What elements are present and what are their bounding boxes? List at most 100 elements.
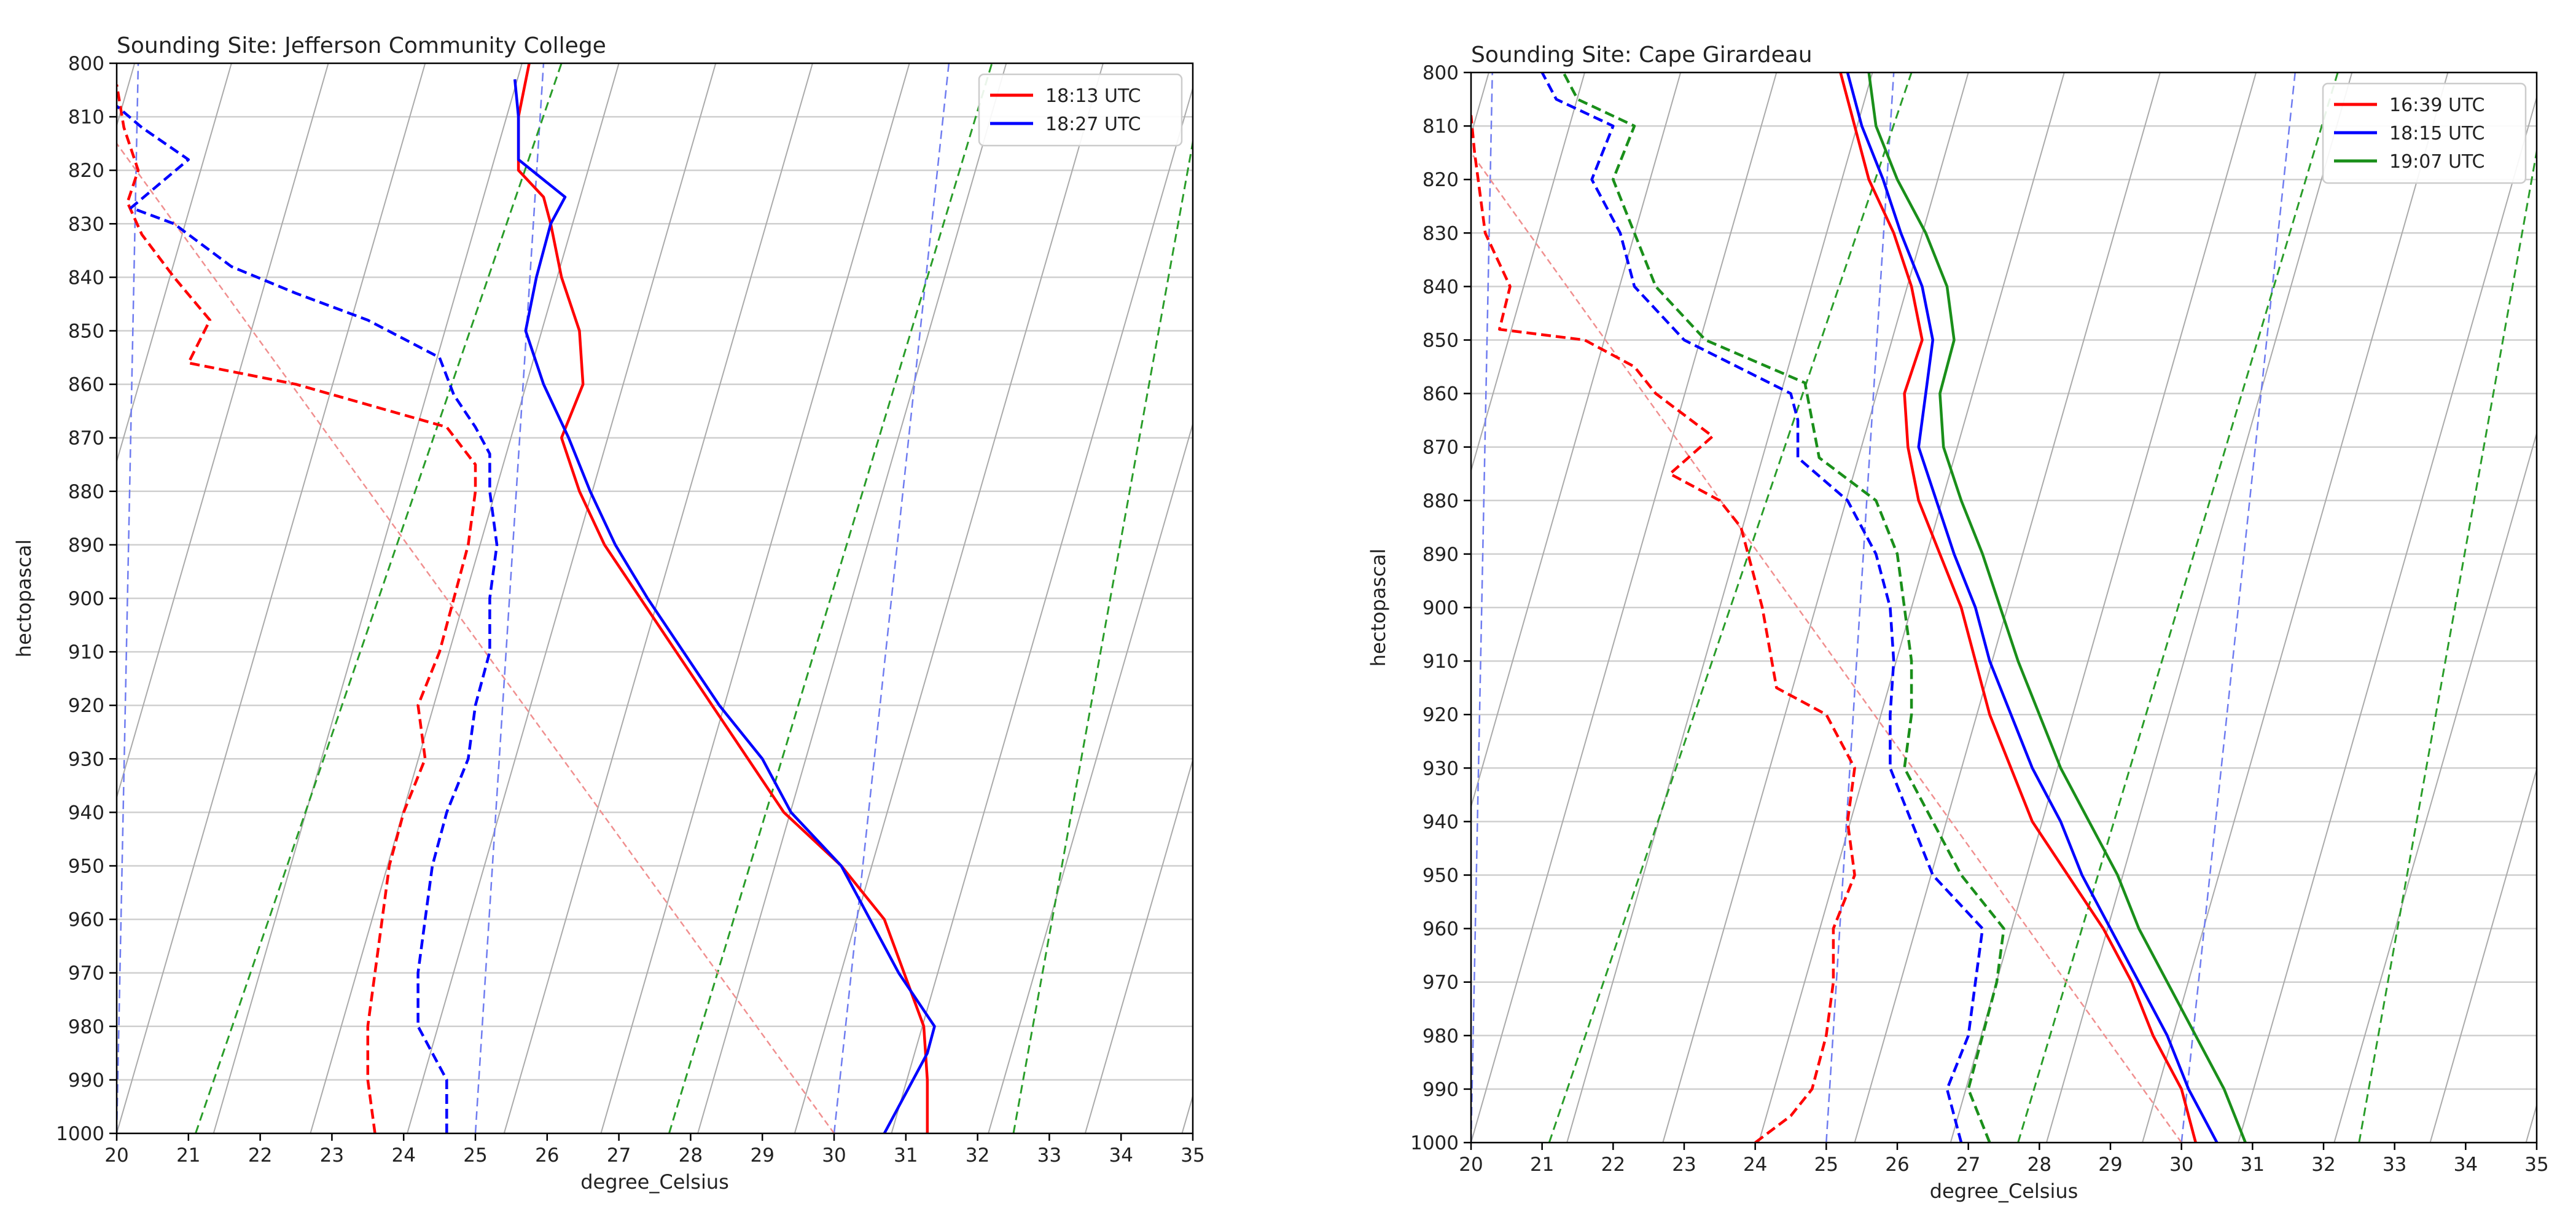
- y-tick-label: 860: [1423, 383, 1459, 405]
- y-tick-label: 800: [1423, 62, 1459, 84]
- legend-label-0: 18:13 UTC: [1045, 85, 1141, 107]
- dry-adiabat-line: [1662, 72, 1969, 1143]
- x-tick-label: 33: [1037, 1144, 1061, 1167]
- y-tick-label: 830: [1423, 222, 1459, 244]
- y-tick-label: 820: [68, 160, 104, 182]
- y-tick-label: 940: [68, 802, 104, 824]
- dry-adiabat-line: [1471, 72, 1682, 809]
- y-tick-label: 930: [1423, 757, 1459, 780]
- y-tick-label: 990: [1423, 1079, 1459, 1101]
- x-tick-label: 28: [2028, 1154, 2051, 1176]
- legend-label-2: 19:07 UTC: [2389, 151, 2484, 173]
- dry-adiabat-line: [407, 63, 717, 1133]
- dry-adiabat-line: [794, 63, 1104, 1133]
- x-tick-label: 29: [2098, 1154, 2122, 1176]
- y-tick-label: 880: [68, 481, 104, 503]
- dry-adiabat-line: [988, 421, 1193, 1133]
- x-tick-label: 27: [607, 1144, 631, 1167]
- dry-adiabat-line: [697, 63, 1007, 1133]
- dry-adiabat-line: [2538, 63, 2576, 1133]
- jefferson-skewt-chart: 20 21 22 23 24 25 26 27 28 29 30 31 32 33 34 35 800 810 82…: [12, 33, 2576, 1194]
- x-tick-label: 31: [894, 1144, 918, 1167]
- dewpoint-profile-0: [1471, 115, 1856, 1143]
- y-tick-label: 850: [1423, 330, 1459, 352]
- temperature-profile-2: [1867, 72, 2247, 1143]
- y-tick-label: 950: [68, 856, 104, 878]
- moist-adiabat-line: [2017, 72, 2339, 1143]
- dry-adiabat-line: [1566, 72, 1873, 1143]
- dry-adiabat-line: [310, 63, 620, 1133]
- dry-adiabat-line: [2142, 72, 2449, 1143]
- y-tick-label: 820: [1423, 169, 1459, 191]
- mixing-ratio-line: [1471, 72, 1493, 1143]
- y-tick-label: 840: [68, 267, 104, 289]
- dry-adiabat-line: [503, 63, 813, 1133]
- y-axis-label: hectopascal: [1367, 549, 1390, 667]
- x-tick-label: 22: [248, 1144, 272, 1167]
- x-tick-label: 33: [2383, 1154, 2406, 1176]
- x-tick-label: 26: [535, 1144, 559, 1167]
- temperature-profile-0: [1839, 72, 2197, 1143]
- dry-adiabat-line: [1854, 72, 2161, 1143]
- temperature-profile-0: [517, 63, 929, 1133]
- legend-box: [2322, 82, 2527, 184]
- x-tick-label: 32: [2311, 1154, 2335, 1176]
- y-tick-label: 920: [68, 695, 104, 717]
- x-axis-label: degree_Celsius: [580, 1170, 729, 1194]
- x-tick-label: 31: [2241, 1154, 2265, 1176]
- x-tick-label: 24: [391, 1144, 415, 1167]
- chart-title: Sounding Site: Cape Girardeau: [1471, 42, 1813, 68]
- legend-label-1: 18:27 UTC: [1045, 114, 1141, 135]
- y-tick-label: 870: [1423, 437, 1459, 459]
- x-tick-label: 34: [1109, 1144, 1133, 1167]
- x-tick-label: 29: [750, 1144, 774, 1167]
- dry-adiabat-line: [1471, 72, 1586, 473]
- dewpoint-profile-0: [117, 84, 477, 1133]
- x-tick-label: 27: [1956, 1154, 1980, 1176]
- mixing-ratio-line: [474, 63, 545, 1133]
- y-tick-label: 960: [1423, 918, 1459, 940]
- x-tick-label: 35: [2524, 1154, 2548, 1176]
- y-tick-label: 840: [1423, 276, 1459, 298]
- y-tick-label: 870: [68, 428, 104, 450]
- y-tick-label: 890: [1423, 544, 1459, 566]
- y-tick-label: 900: [1423, 597, 1459, 619]
- y-tick-label: 980: [1423, 1025, 1459, 1047]
- y-tick-label: 1000: [1410, 1132, 1459, 1154]
- legend-label-0: 16:39 UTC: [2389, 95, 2484, 116]
- x-tick-label: 24: [1743, 1154, 1767, 1176]
- dry-adiabat-line: [1758, 72, 2065, 1143]
- dry-adiabat-line: [117, 63, 329, 800]
- y-tick-label: 910: [1423, 651, 1459, 673]
- x-tick-label: 22: [1601, 1154, 1625, 1176]
- x-tick-label: 20: [104, 1144, 128, 1167]
- y-tick-label: 910: [68, 641, 104, 663]
- dry-adiabat-line: [1950, 72, 2257, 1143]
- y-tick-label: 890: [68, 534, 104, 557]
- mixing-ratio-line: [833, 63, 950, 1133]
- dewpoint-profile-1: [117, 104, 499, 1133]
- x-tick-label: 23: [320, 1144, 344, 1167]
- y-tick-label: 860: [68, 374, 104, 396]
- y-tick-label: 850: [68, 321, 104, 343]
- legend-label-1: 18:15 UTC: [2389, 123, 2484, 144]
- temperature-profile-1: [513, 79, 936, 1133]
- dry-adiabat-line: [2333, 431, 2537, 1143]
- y-tick-label: 970: [1423, 972, 1459, 994]
- dewpoint-profile-1: [1540, 72, 1985, 1143]
- x-tick-label: 23: [1672, 1154, 1696, 1176]
- y-tick-label: 810: [68, 106, 104, 128]
- legend-box: [978, 73, 1183, 147]
- moist-adiabat-line: [2358, 146, 2537, 1143]
- legend: 16:39 UTC 18:15 UTC 19:07 UTC: [2322, 82, 2527, 184]
- dry-adiabat-line: [117, 63, 426, 1133]
- plot-area: [117, 63, 2576, 1133]
- y-axis-label: hectopascal: [12, 539, 36, 657]
- cape-girardeau-skewt-chart: 20 21 22 23 24 25 26 27 28 29 30 31 32 33 34 35 800 810 82…: [1367, 42, 2549, 1203]
- x-tick-label: 25: [1814, 1154, 1838, 1176]
- dry-adiabat-line: [1084, 757, 1193, 1133]
- y-tick-label: 960: [68, 909, 104, 931]
- x-axis-label: degree_Celsius: [1930, 1179, 2078, 1203]
- y-tick-label: 810: [1423, 115, 1459, 138]
